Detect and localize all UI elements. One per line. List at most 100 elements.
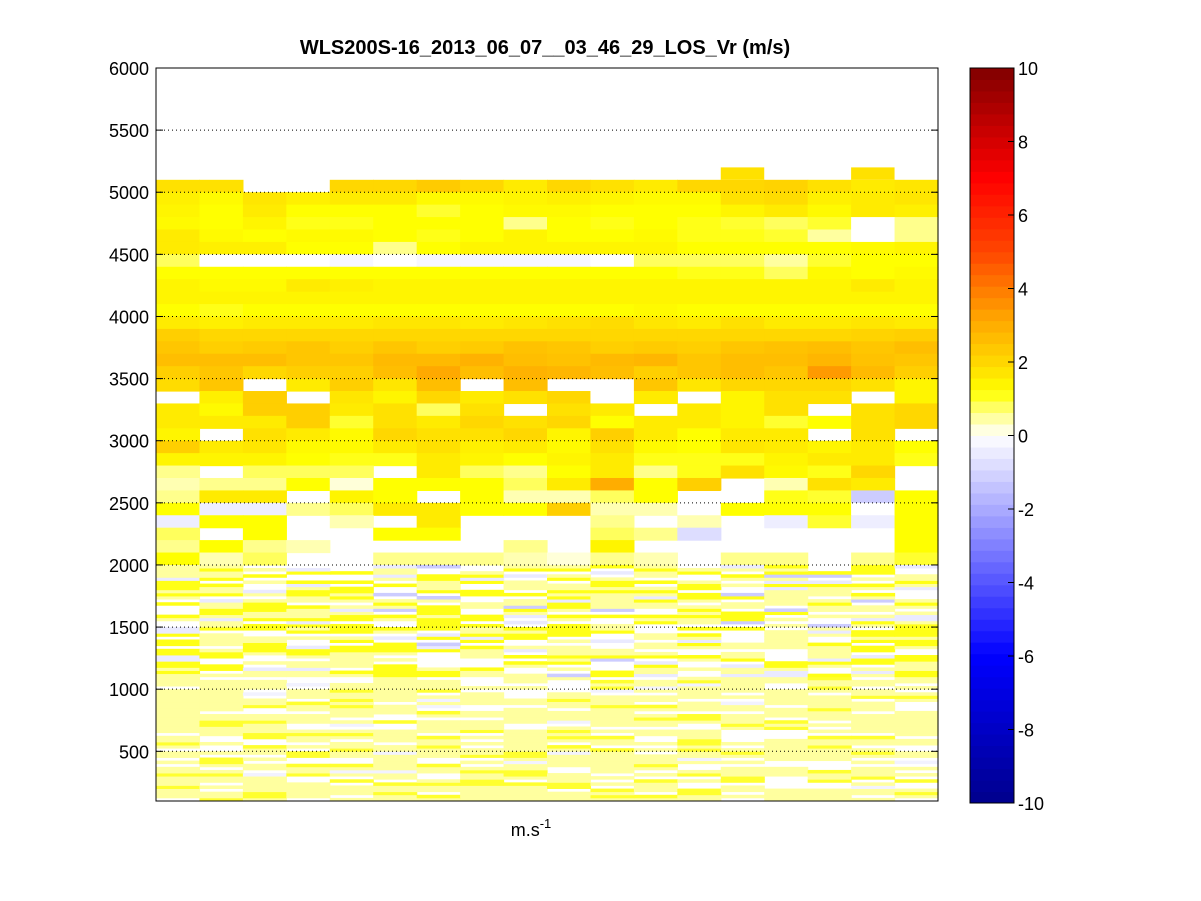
heatmap-cell — [503, 241, 548, 255]
heatmap-cell — [547, 328, 592, 342]
colorbar-tick-label: -4 — [1018, 574, 1034, 594]
heatmap-cell — [677, 779, 722, 783]
heatmap-cell — [720, 291, 765, 305]
heatmap-cell — [156, 682, 201, 687]
colorbar-tick-label: 10 — [1018, 59, 1038, 79]
heatmap-cell — [894, 620, 939, 625]
heatmap-cell — [156, 670, 201, 675]
heatmap-cell — [677, 229, 722, 243]
heatmap-cell — [894, 751, 939, 755]
heatmap-cell — [373, 689, 418, 693]
heatmap-cell — [547, 717, 592, 721]
heatmap-cell — [329, 586, 374, 591]
heatmap-cell — [286, 782, 331, 786]
heatmap-cell — [633, 723, 678, 727]
heatmap-cell — [894, 741, 939, 746]
heatmap-cell — [286, 453, 331, 467]
y-tick-label: 5500 — [109, 121, 149, 141]
heatmap-cell — [851, 605, 896, 609]
heatmap-cell — [156, 741, 201, 746]
heatmap-cell — [590, 403, 635, 417]
heatmap-cell — [807, 738, 852, 743]
colorbar-segment — [970, 653, 1014, 666]
heatmap-cell — [199, 785, 244, 789]
heatmap-cell — [416, 391, 461, 405]
heatmap-cell — [720, 707, 765, 712]
heatmap-cell — [851, 726, 896, 730]
colorbar-segment — [970, 309, 1014, 322]
heatmap-cell — [894, 580, 939, 584]
heatmap-cell — [720, 192, 765, 206]
heatmap-cell — [199, 614, 244, 619]
heatmap-cell — [677, 592, 722, 597]
heatmap-cell — [199, 664, 244, 668]
heatmap-cell — [677, 378, 722, 392]
heatmap-cell — [720, 682, 765, 687]
heatmap-cell — [807, 586, 852, 591]
heatmap-cell — [590, 714, 635, 718]
heatmap-cell — [156, 527, 201, 541]
heatmap-cell — [503, 788, 548, 793]
heatmap-cell — [720, 773, 765, 777]
heatmap-cell — [633, 679, 678, 684]
heatmap-cell — [460, 577, 505, 581]
heatmap-cell — [286, 754, 331, 758]
heatmap-cell — [460, 769, 505, 774]
colorbar-segment — [970, 401, 1014, 414]
colorbar-segment — [970, 757, 1014, 770]
heatmap-cell — [720, 670, 765, 675]
heatmap-cell — [460, 316, 505, 330]
heatmap-cell — [547, 428, 592, 442]
heatmap-cell — [460, 735, 505, 740]
heatmap-cell — [547, 763, 592, 768]
heatmap-cell — [199, 627, 244, 631]
heatmap-cell — [547, 661, 592, 665]
heatmap-cell — [590, 580, 635, 584]
heatmap-cell — [851, 490, 896, 504]
heatmap-cell — [807, 658, 852, 662]
heatmap-cell — [677, 773, 722, 777]
heatmap-cell — [590, 328, 635, 342]
heatmap-cell — [851, 353, 896, 367]
heatmap-cell — [894, 583, 939, 588]
heatmap-cell — [156, 707, 201, 712]
heatmap-cell — [677, 586, 722, 591]
heatmap-cell — [720, 776, 765, 780]
heatmap-cell — [373, 794, 418, 799]
heatmap-cell — [590, 605, 635, 609]
heatmap-cell — [503, 741, 548, 746]
heatmap-cell — [807, 291, 852, 305]
heatmap-cell — [633, 754, 678, 758]
heatmap-cell — [764, 378, 809, 392]
heatmap-cell — [416, 366, 461, 380]
heatmap-cell — [633, 670, 678, 675]
heatmap-cell — [503, 751, 548, 755]
heatmap-cell — [199, 667, 244, 671]
heatmap-cell — [894, 341, 939, 355]
heatmap-cell — [851, 785, 896, 789]
heatmap-cell — [199, 179, 244, 193]
heatmap-cell — [677, 642, 722, 647]
heatmap-cell — [677, 599, 722, 603]
heatmap-cell — [547, 502, 592, 516]
heatmap-cell — [329, 617, 374, 622]
heatmap-cell — [373, 571, 418, 575]
heatmap-cell — [677, 254, 722, 268]
heatmap-cell — [286, 241, 331, 255]
heatmap-cell — [416, 279, 461, 293]
heatmap-cell — [156, 726, 201, 730]
heatmap-cell — [329, 589, 374, 594]
heatmap-cell — [807, 592, 852, 597]
heatmap-cell — [329, 378, 374, 392]
heatmap-cell — [373, 645, 418, 650]
colorbar-tick-label: 6 — [1018, 206, 1028, 226]
heatmap-cell — [764, 304, 809, 318]
heatmap-cell — [547, 341, 592, 355]
heatmap-cell — [503, 279, 548, 293]
heatmap-cell — [764, 179, 809, 193]
heatmap-cell — [329, 729, 374, 734]
heatmap-cell — [286, 651, 331, 656]
heatmap-cell — [633, 574, 678, 578]
heatmap-cell — [156, 366, 201, 380]
heatmap-cell — [894, 316, 939, 330]
